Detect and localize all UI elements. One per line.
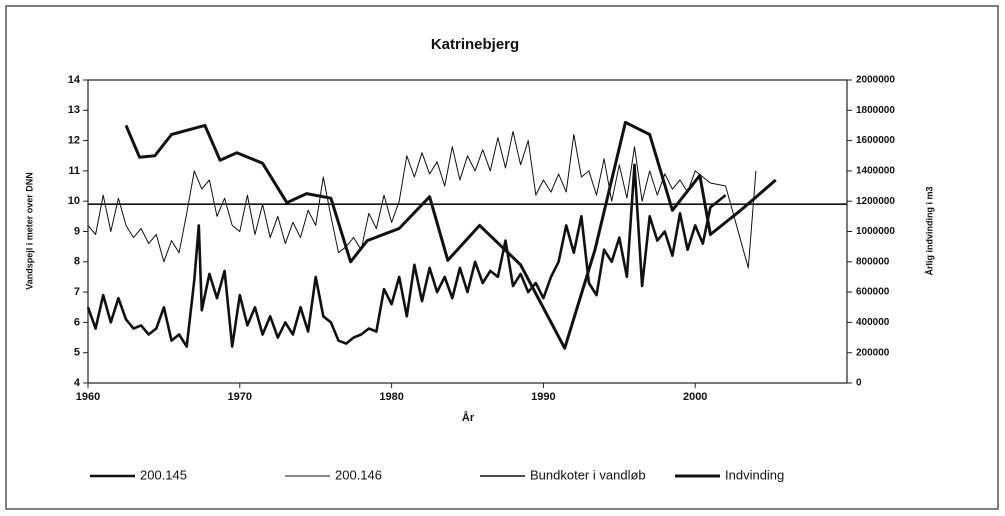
y-tick-label: 12 [68,135,80,147]
x-tick-label: 1980 [379,391,403,403]
x-tick-label: 2000 [683,391,707,403]
y2-tick-label: 1600000 [856,135,895,146]
series-line [124,120,777,350]
y2-tick-label: 600000 [856,287,890,298]
legend-label: Bundkoter i vandløb [530,467,646,482]
y-tick-label: 8 [74,256,80,268]
y2-tick-label: 2000000 [856,75,895,86]
y-tick-label: 7 [74,286,80,298]
y-tick-label: 11 [68,165,80,177]
y2-axis-label: Årlig indvinding i m3 [924,186,934,275]
y2-tick-label: 200000 [856,347,890,358]
series-line [86,163,727,348]
y-tick-label: 13 [68,104,80,116]
y-tick-label: 4 [74,377,81,389]
y-tick-label: 6 [74,316,80,328]
y-axis-label: Vandspejl i meter over DNN [24,172,34,290]
legend-label: 200.145 [140,467,187,482]
y2-tick-label: 1400000 [856,166,895,177]
x-tick-label: 1960 [76,391,100,403]
y-tick-label: 9 [74,225,80,237]
y2-tick-label: 0 [856,378,862,389]
y-tick-label: 14 [68,74,81,86]
y-tick-label: 10 [68,195,80,207]
legend-label: Indvinding [725,467,784,482]
x-tick-label: 1990 [531,391,555,403]
legend-label: 200.146 [335,467,382,482]
series-line [87,131,757,269]
chart-title: Katrinebjerg [431,36,519,53]
y2-tick-label: 1200000 [856,196,895,207]
y2-tick-label: 1800000 [856,105,895,116]
x-axis-label: År [462,411,475,424]
y-tick-label: 5 [74,347,80,359]
y2-tick-label: 1000000 [856,226,895,237]
y2-tick-label: 800000 [856,256,890,267]
x-tick-label: 1970 [228,391,252,403]
y2-tick-label: 400000 [856,317,890,328]
